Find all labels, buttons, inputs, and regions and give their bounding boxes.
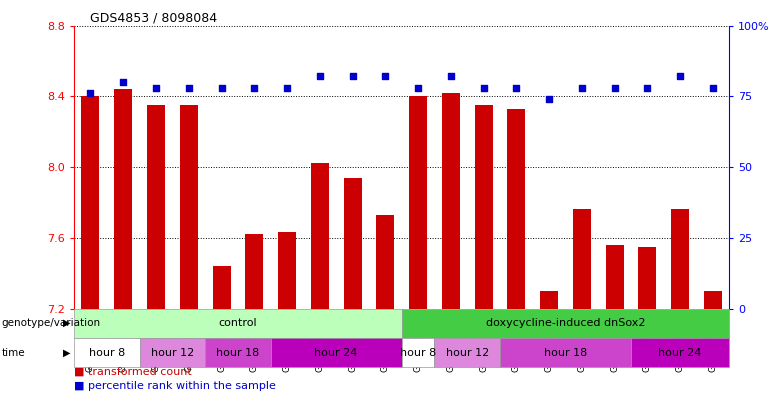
Bar — [376, 215, 395, 309]
Bar — [631, 338, 729, 367]
Bar — [402, 309, 729, 338]
Bar — [74, 338, 140, 367]
Bar — [402, 338, 434, 367]
Point — [379, 73, 392, 80]
Text: hour 8: hour 8 — [89, 348, 125, 358]
Point — [314, 73, 326, 80]
Text: hour 12: hour 12 — [445, 348, 489, 358]
Point — [707, 84, 719, 91]
Point — [608, 84, 621, 91]
Point — [510, 84, 523, 91]
Bar — [245, 234, 264, 309]
Point — [183, 84, 195, 91]
Text: ▶: ▶ — [62, 348, 70, 358]
Text: doxycycline-induced dnSox2: doxycycline-induced dnSox2 — [486, 318, 645, 328]
Bar — [271, 338, 402, 367]
Point — [412, 84, 424, 91]
Bar — [434, 338, 500, 367]
Point — [445, 73, 457, 80]
Bar — [343, 178, 362, 309]
Bar — [638, 247, 657, 309]
Point — [543, 96, 555, 102]
Point — [576, 84, 588, 91]
Point — [84, 90, 97, 97]
Text: hour 24: hour 24 — [314, 348, 358, 358]
Bar — [212, 266, 231, 309]
Bar — [704, 291, 722, 309]
Bar — [573, 209, 591, 309]
Point — [248, 84, 261, 91]
Text: time: time — [2, 348, 25, 358]
Bar — [310, 163, 329, 309]
Point — [150, 84, 162, 91]
Text: hour 8: hour 8 — [400, 348, 436, 358]
Bar — [474, 105, 493, 309]
Text: genotype/variation: genotype/variation — [2, 318, 101, 328]
Text: hour 18: hour 18 — [544, 348, 587, 358]
Text: ■ percentile rank within the sample: ■ percentile rank within the sample — [74, 381, 276, 391]
Bar — [140, 338, 205, 367]
Point — [281, 84, 293, 91]
Text: GDS4853 / 8098084: GDS4853 / 8098084 — [90, 12, 217, 25]
Bar — [671, 209, 690, 309]
Bar — [507, 109, 526, 309]
Text: ▶: ▶ — [62, 318, 70, 328]
Point — [641, 84, 654, 91]
Bar — [179, 105, 198, 309]
Point — [674, 73, 686, 80]
Bar — [500, 338, 631, 367]
Bar — [205, 338, 271, 367]
Point — [477, 84, 490, 91]
Bar — [114, 89, 133, 309]
Bar — [605, 245, 624, 309]
Bar — [147, 105, 165, 309]
Point — [117, 79, 129, 85]
Point — [215, 84, 228, 91]
Bar — [74, 309, 402, 338]
Text: ■ transformed count: ■ transformed count — [74, 366, 192, 376]
Bar — [278, 233, 296, 309]
Text: hour 24: hour 24 — [658, 348, 702, 358]
Bar — [81, 96, 100, 309]
Text: hour 18: hour 18 — [216, 348, 260, 358]
Point — [346, 73, 359, 80]
Text: control: control — [218, 318, 257, 328]
Bar — [540, 291, 558, 309]
Bar — [441, 93, 460, 309]
Text: hour 12: hour 12 — [151, 348, 194, 358]
Bar — [409, 96, 427, 309]
